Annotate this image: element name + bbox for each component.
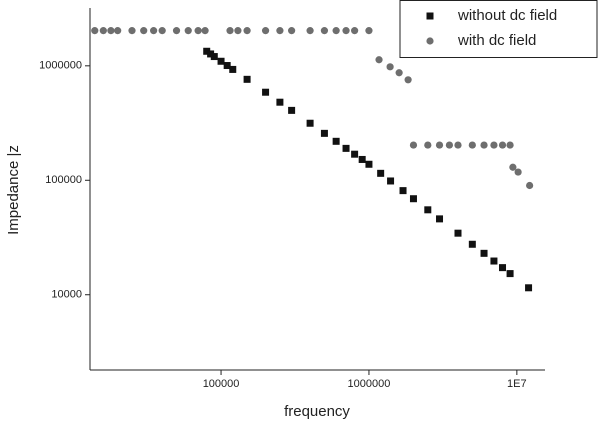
point	[342, 27, 350, 35]
point	[107, 27, 115, 35]
point	[436, 215, 444, 223]
point	[184, 27, 192, 35]
point	[468, 240, 476, 248]
point	[140, 27, 148, 35]
point	[387, 177, 395, 185]
point	[332, 137, 340, 145]
point	[288, 106, 296, 114]
point	[435, 141, 444, 149]
y-tick-label: 10000	[51, 289, 82, 301]
point	[223, 62, 231, 70]
point	[262, 88, 270, 96]
x-tick-label: 1000000	[348, 378, 391, 390]
point	[172, 27, 181, 35]
point	[365, 27, 373, 35]
y-tick-label: 1000000	[39, 60, 82, 72]
point	[506, 141, 514, 149]
x-tick-label: 1E7	[507, 378, 527, 390]
point	[480, 141, 488, 149]
point	[243, 75, 251, 83]
point	[445, 141, 454, 149]
point	[91, 27, 99, 35]
point	[399, 187, 407, 195]
legend-marker	[426, 12, 434, 20]
point	[424, 206, 432, 214]
point	[207, 50, 215, 58]
point	[498, 141, 507, 149]
point	[468, 141, 476, 149]
point	[226, 27, 234, 35]
legend-label: with dc field	[457, 32, 536, 49]
legend-marker	[426, 37, 434, 45]
point	[351, 27, 359, 35]
point	[261, 27, 270, 35]
point	[201, 27, 209, 35]
point	[499, 264, 507, 272]
legend-box	[399, 0, 598, 58]
point	[276, 27, 284, 35]
point	[526, 181, 534, 190]
point	[506, 270, 514, 278]
point	[320, 129, 328, 137]
x-tick-label: 100000	[203, 378, 240, 390]
point	[332, 27, 340, 35]
point	[514, 168, 522, 176]
point	[509, 163, 517, 171]
point	[351, 150, 359, 158]
point	[490, 141, 498, 149]
point	[150, 27, 158, 35]
point	[114, 27, 122, 35]
point	[194, 27, 202, 35]
point	[276, 98, 284, 106]
point	[375, 56, 383, 64]
point	[306, 119, 314, 127]
point	[158, 27, 166, 35]
point	[320, 27, 329, 35]
point	[234, 27, 242, 35]
x-axis-label: frequency	[284, 403, 350, 420]
point	[358, 155, 366, 163]
point	[490, 257, 498, 265]
point	[306, 27, 314, 35]
point	[377, 169, 385, 177]
point	[99, 27, 107, 35]
point	[395, 69, 403, 77]
point	[409, 195, 417, 203]
point	[386, 63, 394, 71]
y-axis-label: Impedance |z	[5, 145, 22, 235]
point	[229, 65, 237, 73]
point	[404, 76, 412, 84]
point	[424, 141, 432, 149]
point	[288, 27, 296, 35]
point	[409, 141, 418, 149]
point	[454, 141, 462, 149]
point	[480, 249, 488, 257]
point	[203, 47, 211, 55]
point	[365, 160, 373, 168]
point	[525, 284, 533, 292]
point	[210, 53, 218, 61]
point	[454, 229, 462, 237]
point	[243, 27, 251, 35]
point	[342, 144, 350, 152]
point	[128, 27, 136, 35]
y-tick-label: 100000	[45, 174, 82, 186]
legend-label: without dc field	[457, 7, 557, 24]
point	[217, 57, 225, 65]
